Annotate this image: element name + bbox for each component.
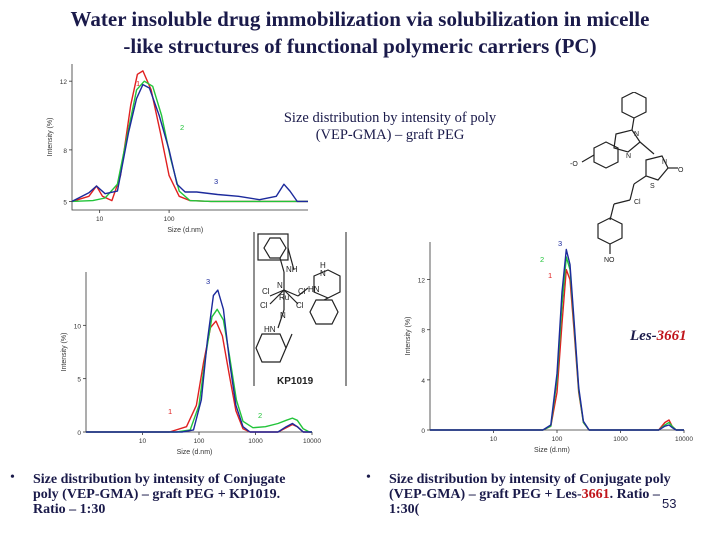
svg-text:HN: HN	[308, 285, 320, 294]
series-label-3: 3	[214, 177, 218, 186]
svg-text:Cl: Cl	[262, 287, 270, 296]
bullet-right: •	[366, 470, 371, 485]
kp1019-structure-diagram: NH N Cl Cl Cl Ru Cl N HN H N HN	[253, 232, 347, 386]
series-line-3	[71, 83, 308, 203]
svg-text:Ru: Ru	[279, 293, 289, 302]
series-line-3	[86, 289, 312, 433]
y-tick-label: 5	[77, 377, 81, 384]
x-axis-label: Size (d.nm)	[534, 447, 570, 454]
series-label-2: 2	[258, 411, 262, 420]
svg-text:NH: NH	[286, 265, 298, 274]
series-label-3: 3	[206, 277, 210, 286]
svg-text:HN: HN	[264, 325, 276, 334]
caption-left-line1: Size distribution by intensity of Conjug…	[33, 472, 286, 487]
caption-left-line3: Ratio – 1:30	[33, 502, 106, 517]
series-line-3	[430, 248, 684, 431]
y-tick-label: 8	[63, 148, 67, 155]
plot1-title-line1: Size distribution by intensity of poly	[283, 110, 497, 126]
svg-text:N: N	[320, 269, 326, 278]
caption-right: Size distribution by intensity of Conjug…	[389, 472, 719, 517]
svg-text:N: N	[662, 159, 667, 166]
y-axis-label: Intensity (%)	[61, 333, 68, 372]
y-tick-label: 0	[77, 430, 81, 437]
x-tick-label: 1000	[248, 438, 263, 445]
slide-title-line1: Water insoluble drug immobilization via …	[70, 7, 650, 31]
axes	[71, 64, 308, 211]
series-line-2	[71, 80, 308, 203]
svg-text:N: N	[280, 311, 286, 320]
svg-text:N: N	[626, 153, 631, 160]
svg-text:Cl: Cl	[296, 301, 304, 310]
svg-text:O: O	[678, 167, 684, 174]
x-tick-label: 100	[164, 216, 175, 223]
svg-text:Cl: Cl	[634, 199, 641, 206]
chart-conjugate-kp1019: 10 5 0 10 100 1000 10000 Size (d.nm) Intensity (…	[61, 272, 321, 456]
series-line-1	[71, 70, 308, 203]
caption-right-number: 3661	[581, 487, 610, 502]
caption-right-line3: 1:30(	[389, 502, 420, 517]
caption-left: Size distribution by intensity of Conjug…	[33, 472, 353, 517]
caption-left-line2: poly (VEP-GMA) – graft PEG + KP1019.	[33, 487, 281, 502]
y-tick-label: 5	[63, 199, 67, 206]
y-axis-label: Intensity (%)	[47, 118, 54, 157]
y-tick-label: 8	[421, 328, 425, 335]
slide-title-line2: -like structures of functional polymeric…	[123, 34, 597, 58]
series-label-1: 1	[168, 407, 172, 416]
x-tick-label: 1000	[613, 436, 628, 443]
x-axis-label: Size (d.nm)	[177, 449, 213, 456]
bullet-left: •	[10, 470, 15, 485]
svg-text:N: N	[634, 131, 639, 138]
les-number: 3661	[656, 328, 687, 344]
x-tick-label: 10	[96, 216, 104, 223]
x-tick-label: 10	[490, 436, 498, 443]
y-tick-label: 4	[421, 378, 425, 385]
series-line-2	[86, 308, 312, 433]
x-axis-label: Size (d.nm)	[167, 227, 203, 234]
series-label-1: 1	[136, 79, 140, 88]
series-label-2: 2	[180, 123, 184, 132]
y-tick-label: 0	[421, 428, 425, 435]
series-label-3: 3	[558, 239, 562, 248]
svg-text:N: N	[277, 281, 283, 290]
x-tick-label: 10	[139, 438, 147, 445]
svg-text:S: S	[650, 183, 655, 190]
x-tick-label: 10000	[303, 438, 321, 445]
slide-title: Water insoluble drug immobilization via …	[10, 6, 710, 60]
x-tick-label: 10000	[675, 436, 693, 443]
y-tick-label: 12	[418, 278, 426, 285]
y-tick-label: 10	[74, 323, 82, 330]
y-axis-label: Intensity (%)	[405, 317, 412, 356]
caption-right-line1: Size distribution by intensity of Conjug…	[389, 472, 671, 487]
kp1019-label: KP1019	[277, 376, 314, 387]
series-label-2: 2	[540, 255, 544, 264]
svg-text:Cl: Cl	[260, 301, 268, 310]
series-label-1: 1	[548, 271, 552, 280]
y-tick-label: 12	[60, 79, 68, 86]
les3661-structure-diagram: N N -O S N O Cl NO	[570, 92, 684, 264]
caption-right-line2-a: (VEP-GMA) – graft PEG + Les-	[389, 487, 582, 502]
svg-text:-O: -O	[570, 161, 578, 168]
les-3661-label: Les-3661	[630, 328, 687, 345]
svg-text:Cl: Cl	[298, 287, 306, 296]
plot1-title-line2: (VEP-GMA) – graft PEG	[315, 127, 465, 143]
les-prefix: Les-	[630, 328, 657, 344]
svg-text:NO: NO	[604, 257, 615, 264]
x-tick-label: 100	[552, 436, 563, 443]
svg-text:H: H	[320, 261, 326, 270]
caption-right-line2: (VEP-GMA) – graft PEG + Les-3661. Ratio …	[389, 487, 719, 502]
plot1-title: Size distribution by intensity of poly (…	[240, 110, 540, 144]
caption-right-line2-c: . Ratio –	[609, 487, 660, 502]
chart-conjugate-les3661: 12 8 4 0 10 100 1000 10000 Size (d.nm) Intensity …	[405, 239, 693, 454]
x-tick-label: 100	[194, 438, 205, 445]
page-number: 53	[662, 496, 677, 511]
series-line-1	[430, 268, 684, 431]
